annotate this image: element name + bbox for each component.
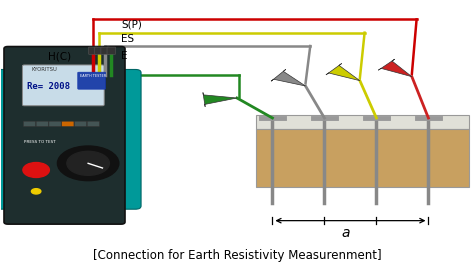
Text: E: E bbox=[121, 51, 128, 61]
Circle shape bbox=[31, 189, 41, 194]
FancyBboxPatch shape bbox=[89, 47, 97, 54]
FancyBboxPatch shape bbox=[101, 47, 109, 54]
Polygon shape bbox=[378, 59, 412, 77]
Text: H(C): H(C) bbox=[48, 51, 71, 61]
FancyBboxPatch shape bbox=[113, 69, 141, 209]
FancyBboxPatch shape bbox=[107, 47, 116, 54]
Text: EARTH TESTER: EARTH TESTER bbox=[80, 74, 106, 78]
Text: PRESS TO TEST: PRESS TO TEST bbox=[24, 140, 56, 144]
FancyBboxPatch shape bbox=[23, 121, 36, 126]
Text: ES: ES bbox=[121, 34, 134, 44]
Circle shape bbox=[67, 151, 109, 175]
FancyBboxPatch shape bbox=[95, 47, 103, 54]
FancyBboxPatch shape bbox=[36, 121, 48, 126]
Text: $\Omega$: $\Omega$ bbox=[83, 80, 91, 91]
Polygon shape bbox=[203, 92, 237, 107]
Bar bbox=[256, 129, 469, 187]
FancyBboxPatch shape bbox=[0, 69, 20, 209]
FancyBboxPatch shape bbox=[87, 121, 100, 126]
Bar bbox=[256, 115, 469, 129]
FancyBboxPatch shape bbox=[4, 47, 125, 224]
Text: S(P): S(P) bbox=[121, 19, 142, 29]
Text: [Connection for Earth Resistivity Measurenment]: [Connection for Earth Resistivity Measur… bbox=[93, 249, 381, 262]
Polygon shape bbox=[271, 69, 306, 86]
Circle shape bbox=[57, 146, 119, 181]
FancyBboxPatch shape bbox=[62, 121, 74, 126]
FancyBboxPatch shape bbox=[22, 65, 104, 106]
Circle shape bbox=[23, 162, 49, 177]
Text: Re= 2008: Re= 2008 bbox=[27, 82, 70, 91]
Text: a: a bbox=[341, 226, 350, 240]
Polygon shape bbox=[326, 64, 360, 81]
FancyBboxPatch shape bbox=[49, 121, 61, 126]
FancyBboxPatch shape bbox=[74, 121, 87, 126]
FancyBboxPatch shape bbox=[78, 72, 106, 89]
Text: KYORITSU: KYORITSU bbox=[31, 67, 57, 72]
